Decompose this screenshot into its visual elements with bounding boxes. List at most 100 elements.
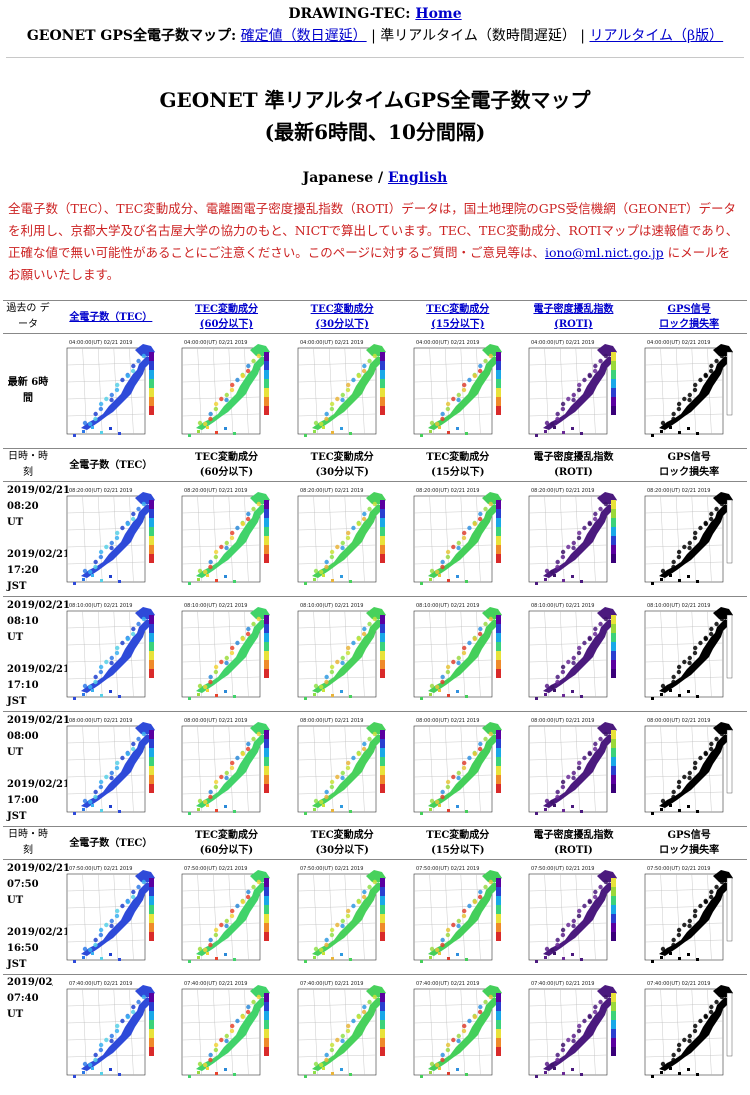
map-cell-tv30[interactable]: 08:20:00(UT) 02/21 2019 [284,481,400,597]
map-cell-roti[interactable]: 08:00:00(UT) 02/21 2019 [515,711,632,827]
data-notice: 全電子数（TEC）、TEC変動成分、電離圏電子密度擾乱指数（ROTI）データは，… [8,198,742,286]
map-cell-tec[interactable]: 08:10:00(UT) 02/21 2019 [53,596,169,712]
map-image-tv60[interactable]: 07:50:00(UT) 02/21 2019 [174,862,278,972]
map-image-tv30[interactable]: 08:00:00(UT) 02/21 2019 [290,714,394,824]
map-cell-roti[interactable]: 07:50:00(UT) 02/21 2019 [515,859,632,975]
map-image-tv30[interactable]: 07:50:00(UT) 02/21 2019 [290,862,394,972]
map-cell-tec[interactable]: 07:50:00(UT) 02/21 2019 [53,859,169,975]
map-data-blob [362,894,367,900]
map-cell-lol[interactable]: 04:00:00(UT) 02/21 2019 [631,333,747,449]
map-image-lol[interactable]: 08:10:00(UT) 02/21 2019 [637,599,741,709]
map-image-tec[interactable]: 04:00:00(UT) 02/21 2019 [59,336,163,446]
map-data-blob [709,741,714,747]
final-value-link[interactable]: 確定値（数日遅延） [240,28,367,44]
map-island-dot [349,1073,353,1076]
map-data-blob [93,794,98,800]
map-data-blob [671,416,676,422]
column-header-link[interactable]: TEC変動成分 (30分以下) [311,304,374,330]
map-data-blob [577,645,582,651]
map-cell-tv30[interactable]: 08:00:00(UT) 02/21 2019 [284,711,400,827]
column-header[interactable]: TEC変動成分 (15分以下) [399,300,516,334]
column-header[interactable]: 全電子数（TEC） [53,300,169,334]
map-cell-lol[interactable]: 07:40:00(UT) 02/21 2019 [631,974,747,1089]
map-image-tv30[interactable]: 08:20:00(UT) 02/21 2019 [290,484,394,594]
map-image-tv60[interactable]: 04:00:00(UT) 02/21 2019 [174,336,278,446]
map-image-tv60[interactable]: 08:00:00(UT) 02/21 2019 [174,714,278,824]
map-cell-tec[interactable]: 08:20:00(UT) 02/21 2019 [53,481,169,597]
map-image-tv30[interactable]: 04:00:00(UT) 02/21 2019 [290,336,394,446]
map-cell-tv15[interactable]: 08:20:00(UT) 02/21 2019 [399,481,516,597]
email-link[interactable]: iono@ml.nict.go.jp [545,245,664,260]
column-header[interactable]: TEC変動成分 (60分以下) [168,300,285,334]
map-image-lol[interactable]: 07:50:00(UT) 02/21 2019 [637,862,741,972]
map-image-tec[interactable]: 08:20:00(UT) 02/21 2019 [59,484,163,594]
map-image-lol[interactable]: 07:40:00(UT) 02/21 2019 [637,977,741,1087]
map-data-blob [346,1023,351,1029]
map-cell-tv30[interactable]: 07:40:00(UT) 02/21 2019 [284,974,400,1089]
map-cell-tv30[interactable]: 08:10:00(UT) 02/21 2019 [284,596,400,712]
map-cell-tv15[interactable]: 08:10:00(UT) 02/21 2019 [399,596,516,712]
map-image-roti[interactable]: 08:00:00(UT) 02/21 2019 [521,714,625,824]
map-cell-tv60[interactable]: 08:20:00(UT) 02/21 2019 [168,481,285,597]
map-cell-roti[interactable]: 07:40:00(UT) 02/21 2019 [515,974,632,1089]
map-image-lol[interactable]: 08:20:00(UT) 02/21 2019 [637,484,741,594]
map-cell-lol[interactable]: 08:20:00(UT) 02/21 2019 [631,481,747,597]
map-image-tv15[interactable]: 08:00:00(UT) 02/21 2019 [406,714,510,824]
column-header-link[interactable]: TEC変動成分 (15分以下) [426,304,489,330]
map-image-tv60[interactable]: 08:10:00(UT) 02/21 2019 [174,599,278,709]
map-image-tec[interactable]: 08:10:00(UT) 02/21 2019 [59,599,163,709]
map-cell-tv30[interactable]: 07:50:00(UT) 02/21 2019 [284,859,400,975]
map-cell-tec[interactable]: 08:00:00(UT) 02/21 2019 [53,711,169,827]
map-cell-tv15[interactable]: 04:00:00(UT) 02/21 2019 [399,333,516,449]
map-cell-tec[interactable]: 07:40:00(UT) 02/21 2019 [53,974,169,1089]
map-image-roti[interactable]: 04:00:00(UT) 02/21 2019 [521,336,625,446]
map-image-roti[interactable]: 08:20:00(UT) 02/21 2019 [521,484,625,594]
map-cell-roti[interactable]: 08:10:00(UT) 02/21 2019 [515,596,632,712]
column-header-link[interactable]: 電子密度擾乱指数 (ROTI) [533,304,613,330]
map-image-lol[interactable]: 08:00:00(UT) 02/21 2019 [637,714,741,824]
map-image-roti[interactable]: 07:40:00(UT) 02/21 2019 [521,977,625,1087]
map-cell-tv60[interactable]: 07:50:00(UT) 02/21 2019 [168,859,285,975]
map-cell-tv60[interactable]: 07:40:00(UT) 02/21 2019 [168,974,285,1089]
map-image-tv15[interactable]: 08:20:00(UT) 02/21 2019 [406,484,510,594]
column-header[interactable]: GPS信号 ロック損失率 [631,300,747,334]
map-image-tv15[interactable]: 07:50:00(UT) 02/21 2019 [406,862,510,972]
map-cell-roti[interactable]: 04:00:00(UT) 02/21 2019 [515,333,632,449]
map-cell-tv15[interactable]: 07:50:00(UT) 02/21 2019 [399,859,516,975]
map-cell-tec[interactable]: 04:00:00(UT) 02/21 2019 [53,333,169,449]
map-cell-tv60[interactable]: 08:00:00(UT) 02/21 2019 [168,711,285,827]
map-data-blob [87,684,93,690]
map-cell-tv15[interactable]: 07:40:00(UT) 02/21 2019 [399,974,516,1089]
map-image-tec[interactable]: 08:00:00(UT) 02/21 2019 [59,714,163,824]
map-image-tv30[interactable]: 07:40:00(UT) 02/21 2019 [290,977,394,1087]
map-image-roti[interactable]: 07:50:00(UT) 02/21 2019 [521,862,625,972]
map-image-tv15[interactable]: 08:10:00(UT) 02/21 2019 [406,599,510,709]
column-header-link[interactable]: 全電子数（TEC） [69,312,152,323]
home-link[interactable]: Home [415,6,462,22]
column-header[interactable]: TEC変動成分 (30分以下) [284,300,400,334]
map-image-tv60[interactable]: 08:20:00(UT) 02/21 2019 [174,484,278,594]
english-link[interactable]: English [387,170,448,186]
map-cell-roti[interactable]: 08:20:00(UT) 02/21 2019 [515,481,632,597]
map-image-roti[interactable]: 08:10:00(UT) 02/21 2019 [521,599,625,709]
map-cell-tv15[interactable]: 08:00:00(UT) 02/21 2019 [399,711,516,827]
map-image-tv15[interactable]: 07:40:00(UT) 02/21 2019 [406,977,510,1087]
column-header-link[interactable]: GPS信号 ロック損失率 [659,304,719,330]
map-cell-tv30[interactable]: 04:00:00(UT) 02/21 2019 [284,333,400,449]
column-header-link[interactable]: TEC変動成分 (60分以下) [195,304,258,330]
map-cell-tv60[interactable]: 08:10:00(UT) 02/21 2019 [168,596,285,712]
map-image-tv30[interactable]: 08:10:00(UT) 02/21 2019 [290,599,394,709]
map-image-tv60[interactable]: 07:40:00(UT) 02/21 2019 [174,977,278,1087]
column-header[interactable]: 電子密度擾乱指数 (ROTI) [515,300,632,334]
map-image-tec[interactable]: 07:50:00(UT) 02/21 2019 [59,862,163,972]
map-image-tv15[interactable]: 04:00:00(UT) 02/21 2019 [406,336,510,446]
map-image-tec[interactable]: 07:40:00(UT) 02/21 2019 [59,977,163,1087]
map-data-blob [429,683,434,689]
map-image-lol[interactable]: 04:00:00(UT) 02/21 2019 [637,336,741,446]
map-cell-tv60[interactable]: 04:00:00(UT) 02/21 2019 [168,333,285,449]
map-data-blob [677,664,682,670]
map-cell-lol[interactable]: 08:00:00(UT) 02/21 2019 [631,711,747,827]
map-cell-lol[interactable]: 08:10:00(UT) 02/21 2019 [631,596,747,712]
realtime-beta-link[interactable]: リアルタイム（β版） [589,28,724,44]
map-cell-lol[interactable]: 07:50:00(UT) 02/21 2019 [631,859,747,975]
